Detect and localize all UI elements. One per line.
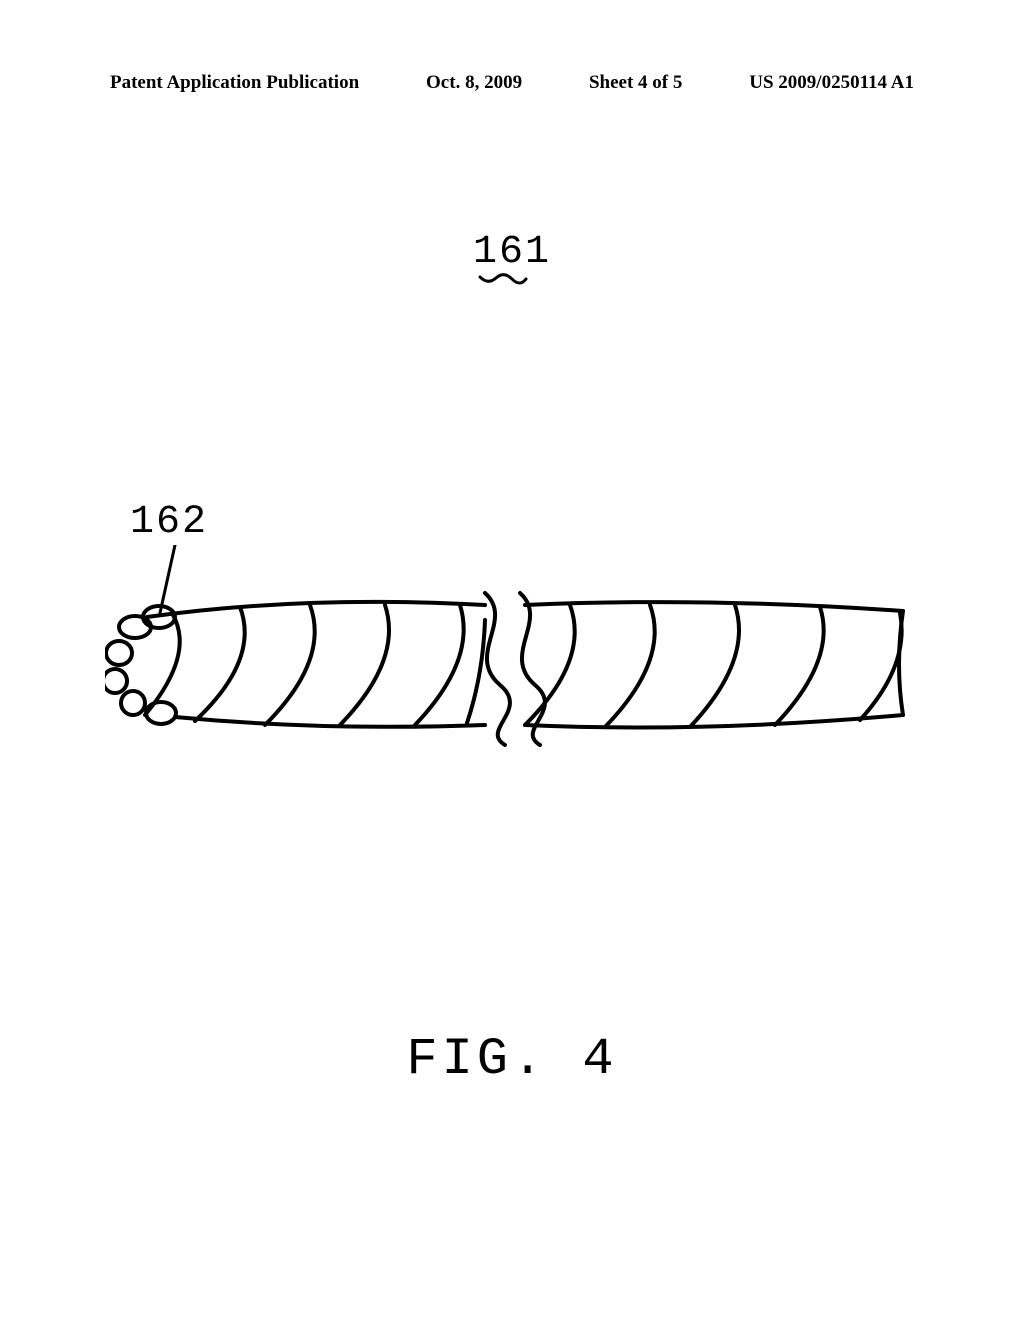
- publication-number: US 2009/0250114 A1: [749, 72, 914, 94]
- sheet-number: Sheet 4 of 5: [589, 72, 682, 94]
- part-callout-text: 162: [130, 500, 208, 545]
- publication-date: Oct. 8, 2009: [426, 72, 522, 94]
- wavy-underline-icon: [478, 273, 528, 287]
- figure-label-text: FIG. 4: [406, 1030, 617, 1089]
- assembly-reference: 161: [0, 230, 1024, 275]
- cable-drawing: [105, 565, 905, 750]
- patent-header: Patent Application Publication Oct. 8, 2…: [0, 72, 1024, 94]
- publication-type: Patent Application Publication: [110, 72, 359, 94]
- assembly-ref-text: 161: [473, 230, 551, 275]
- part-callout-162: 162: [130, 500, 208, 545]
- figure-label: FIG. 4: [0, 1030, 1024, 1089]
